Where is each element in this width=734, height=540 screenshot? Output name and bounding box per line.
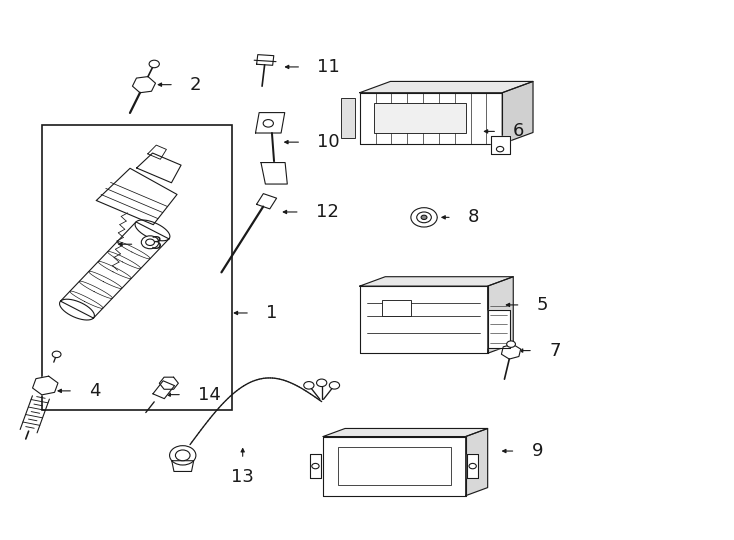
Circle shape	[469, 463, 476, 469]
Polygon shape	[360, 93, 502, 144]
Bar	[382, 300, 411, 316]
Polygon shape	[491, 136, 509, 154]
Circle shape	[52, 351, 61, 357]
Text: 10: 10	[317, 133, 340, 151]
Polygon shape	[255, 113, 285, 133]
Text: 1: 1	[266, 304, 277, 322]
Text: 8: 8	[468, 208, 479, 226]
Text: 13: 13	[231, 468, 254, 485]
Text: 14: 14	[198, 386, 221, 403]
Polygon shape	[257, 55, 274, 65]
Circle shape	[264, 119, 273, 127]
Polygon shape	[257, 194, 277, 209]
Circle shape	[312, 463, 319, 469]
Polygon shape	[323, 428, 487, 436]
Bar	[341, 98, 355, 138]
Text: 11: 11	[317, 58, 340, 76]
Circle shape	[330, 382, 340, 389]
Bar	[374, 104, 465, 133]
Circle shape	[316, 379, 327, 387]
Polygon shape	[148, 145, 167, 159]
Polygon shape	[487, 276, 513, 353]
Text: 4: 4	[89, 382, 101, 400]
Text: 2: 2	[190, 76, 202, 93]
Polygon shape	[360, 276, 513, 286]
Text: 6: 6	[513, 123, 525, 140]
Polygon shape	[502, 82, 533, 144]
Bar	[338, 447, 451, 485]
Circle shape	[421, 215, 427, 219]
Polygon shape	[60, 222, 169, 318]
Polygon shape	[32, 376, 58, 395]
Polygon shape	[467, 454, 478, 478]
Polygon shape	[360, 286, 487, 353]
Circle shape	[142, 236, 159, 249]
Polygon shape	[360, 82, 533, 93]
Bar	[42, 125, 232, 410]
Circle shape	[175, 450, 190, 461]
Circle shape	[149, 60, 159, 68]
Text: 9: 9	[531, 442, 543, 460]
Circle shape	[411, 208, 437, 227]
Polygon shape	[159, 377, 178, 389]
Polygon shape	[261, 163, 287, 184]
Circle shape	[170, 446, 196, 465]
Polygon shape	[487, 309, 509, 348]
Text: 7: 7	[549, 342, 561, 360]
Circle shape	[417, 212, 432, 222]
Polygon shape	[465, 428, 487, 496]
Circle shape	[145, 239, 154, 246]
Circle shape	[496, 146, 504, 152]
Circle shape	[304, 382, 314, 389]
Polygon shape	[153, 381, 175, 399]
Polygon shape	[96, 168, 177, 225]
Polygon shape	[172, 461, 194, 471]
Polygon shape	[323, 436, 465, 496]
Polygon shape	[137, 153, 181, 183]
Text: 3: 3	[150, 235, 162, 253]
Polygon shape	[132, 77, 156, 93]
Circle shape	[506, 341, 515, 347]
Polygon shape	[501, 345, 520, 359]
Polygon shape	[310, 454, 321, 478]
Text: 12: 12	[316, 203, 338, 221]
Text: 5: 5	[537, 296, 548, 314]
